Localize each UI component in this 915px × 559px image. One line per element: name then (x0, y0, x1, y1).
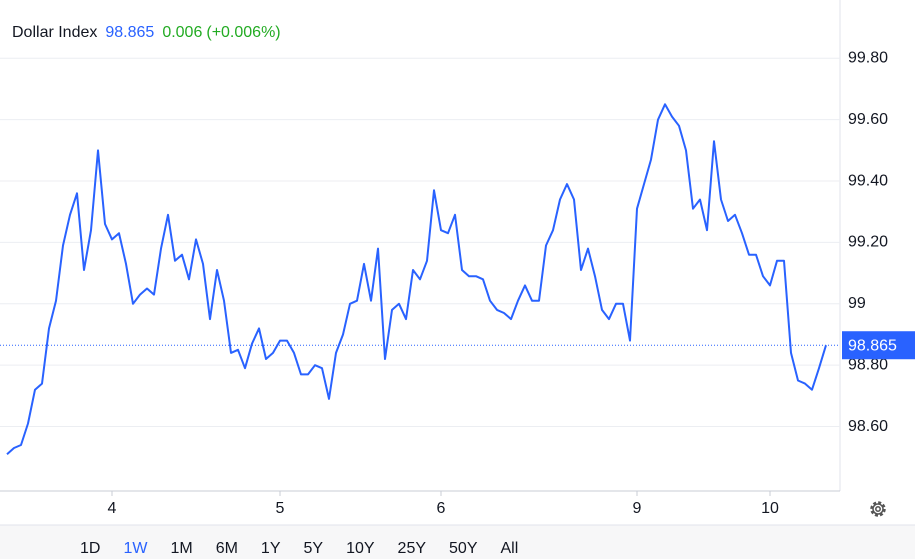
range-button[interactable]: 1W (123, 540, 148, 557)
change-percent: (+0.006%) (206, 24, 280, 41)
range-button[interactable]: 1M (170, 540, 192, 557)
plot (0, 57, 840, 428)
range-button[interactable]: 25Y (398, 540, 427, 557)
range-button[interactable]: All (500, 540, 518, 557)
y-tick-label: 99.20 (848, 234, 888, 251)
last-price-badge (842, 331, 915, 360)
y-tick-label: 99 (848, 295, 866, 312)
price-line (6, 103, 827, 455)
y-tick-label: 99.40 (848, 172, 888, 189)
y-tick-label: 98.80 (848, 356, 888, 373)
x-tick-label: 4 (108, 500, 117, 517)
settings-icon[interactable] (870, 501, 886, 517)
range-button[interactable]: 1D (80, 540, 100, 557)
x-tick-label: 5 (276, 500, 285, 517)
range-button[interactable]: 50Y (449, 540, 478, 557)
range-button[interactable]: 1Y (261, 540, 281, 557)
range-button[interactable]: 5Y (304, 540, 324, 557)
y-tick-label: 99.60 (848, 111, 888, 128)
price: 98.865 (105, 24, 154, 41)
range-button[interactable]: 10Y (346, 540, 375, 557)
last-price-label: 98.865 (848, 337, 897, 354)
chart-title: Dollar Index (12, 24, 97, 41)
y-tick-label: 98.60 (848, 418, 888, 435)
change: 0.006 (162, 24, 202, 41)
header: Dollar Index 98.865 0.006 (+0.006%) (12, 24, 281, 41)
x-tick-label: 6 (437, 500, 446, 517)
x-tick-label: 10 (761, 500, 779, 517)
y-tick-label: 99.80 (848, 50, 888, 67)
x-tick-label: 9 (633, 500, 642, 517)
range-bar (0, 525, 915, 559)
range-button[interactable]: 6M (216, 540, 238, 557)
